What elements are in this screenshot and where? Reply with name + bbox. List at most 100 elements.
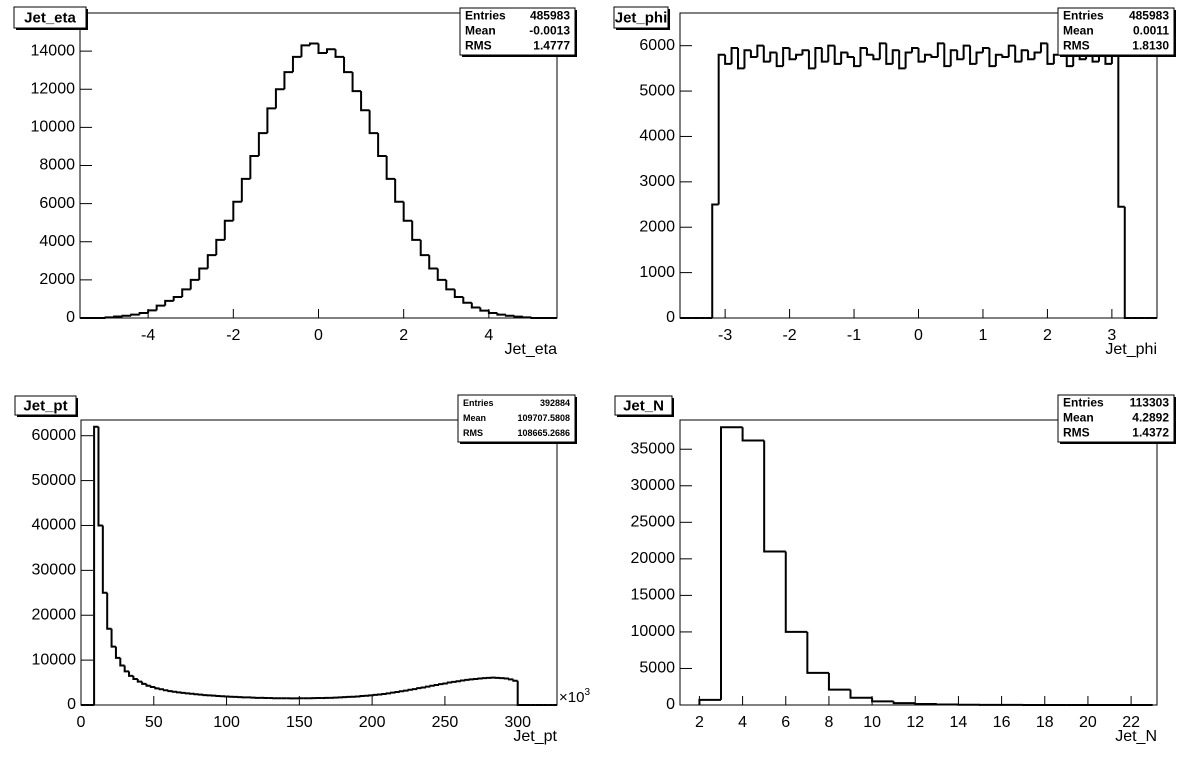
x-tick-label: 200 (359, 714, 386, 731)
histogram-bin (741, 427, 765, 442)
x-axis-label: Jet_N (1115, 728, 1157, 745)
x-axis-multiplier: ×103 (559, 687, 590, 706)
y-tick-label: 30000 (631, 477, 676, 494)
stats-value: 1.4777 (533, 39, 570, 53)
y-tick-label: 4000 (39, 233, 75, 250)
histogram-bin (172, 296, 183, 301)
stats-label: RMS (1063, 426, 1090, 440)
y-tick-label: 2000 (639, 218, 675, 235)
histogram-bin (402, 201, 413, 222)
histogram-bin (141, 681, 147, 685)
histogram-bin (840, 51, 848, 64)
y-tick-label: 6000 (639, 37, 675, 54)
histogram-bin (775, 52, 784, 68)
histogram-bin (136, 678, 143, 683)
histogram-bin (904, 51, 913, 69)
x-tick-label: 18 (1036, 714, 1054, 731)
y-tick-label: 1000 (639, 264, 675, 281)
histogram-bin (232, 200, 242, 221)
histogram-bin (351, 72, 362, 93)
y-tick-label: 5000 (639, 82, 675, 99)
histogram-bin (343, 56, 353, 74)
histogram-bin (769, 51, 777, 62)
histogram-bin (1046, 43, 1054, 65)
histogram-bin (724, 54, 732, 65)
stats-value: 485983 (530, 9, 570, 23)
stats-label: RMS (463, 428, 483, 438)
histogram-bin (407, 688, 413, 691)
histogram-bin (147, 309, 157, 314)
histogram-bin (455, 680, 461, 683)
y-tick-label: 35000 (631, 440, 676, 457)
y-tick-label: 10000 (631, 623, 676, 640)
plot-frame (80, 419, 558, 706)
histogram-bin (464, 678, 470, 681)
histogram-bin (390, 691, 396, 694)
histogram-bin (411, 688, 418, 691)
histogram-bin (128, 671, 134, 677)
histogram-bin (737, 47, 745, 70)
histogram-bin (1014, 45, 1022, 63)
histogram-bin (743, 49, 751, 69)
stats-value: 113303 (1130, 396, 1170, 410)
stats-value: -0.0013 (529, 24, 570, 38)
histogram-bin (1117, 47, 1125, 208)
histogram-bin (171, 690, 178, 693)
histogram-bin (1033, 51, 1041, 60)
x-axis-label: Jet_pt (513, 728, 557, 745)
y-tick-label: 30000 (32, 562, 77, 579)
histogram-bin (249, 154, 259, 179)
stats-box (457, 394, 576, 443)
title-box (13, 6, 87, 29)
histogram-bin (394, 178, 404, 203)
histogram-bin (130, 313, 140, 316)
histogram-bin (943, 43, 951, 68)
histogram-bin (487, 310, 498, 315)
x-tick-label: 0 (314, 327, 323, 344)
x-tick-label: -1 (847, 327, 861, 344)
chart-title: Jet_pt (23, 397, 67, 414)
histogram-bin (806, 631, 829, 674)
y-tick-label: 0 (666, 309, 675, 326)
y-tick-label: 0 (66, 309, 75, 326)
histogram-bin (445, 279, 455, 291)
histogram-bin (411, 220, 421, 241)
x-multiplier-power: 3 (584, 687, 590, 698)
histogram-bin (106, 592, 112, 630)
histogram-bin (513, 315, 523, 318)
histogram-bin (453, 289, 464, 299)
histogram-bin (969, 45, 977, 65)
histogram-bin (121, 314, 132, 317)
histogram-bin (334, 49, 345, 58)
stats-label: RMS (465, 39, 492, 53)
x-tick-label: -2 (782, 327, 796, 344)
histogram-bin (326, 48, 336, 54)
title-box (14, 395, 77, 416)
histogram-bin (416, 687, 422, 690)
histogram-bin (720, 426, 743, 700)
histogram-bin (198, 267, 208, 280)
histogram-bin (956, 50, 964, 61)
x-multiplier-base: ×10 (559, 689, 584, 706)
stats-label: Mean (1063, 411, 1094, 425)
y-tick-label: 50000 (32, 472, 77, 489)
histogram-bin (1007, 44, 1016, 58)
histogram-bin (360, 91, 370, 112)
histogram-bin (504, 314, 515, 317)
x-tick-label: 0 (77, 714, 86, 731)
histogram-bin (394, 690, 400, 693)
histogram-bin (516, 680, 523, 706)
stats-value: 392884 (540, 398, 570, 408)
histogram-bin (849, 689, 873, 699)
histogram-bin (308, 42, 319, 46)
histogram-bin (164, 299, 174, 306)
histogram-bin (119, 657, 125, 667)
histogram-bin (368, 110, 379, 135)
histogram-bin (711, 203, 719, 318)
histogram-bin (1027, 50, 1035, 61)
stats-value: 109707.5808 (517, 413, 570, 423)
histogram-bin (1001, 54, 1009, 59)
y-tick-label: 15000 (631, 587, 676, 604)
histogram-bin (1020, 49, 1029, 62)
